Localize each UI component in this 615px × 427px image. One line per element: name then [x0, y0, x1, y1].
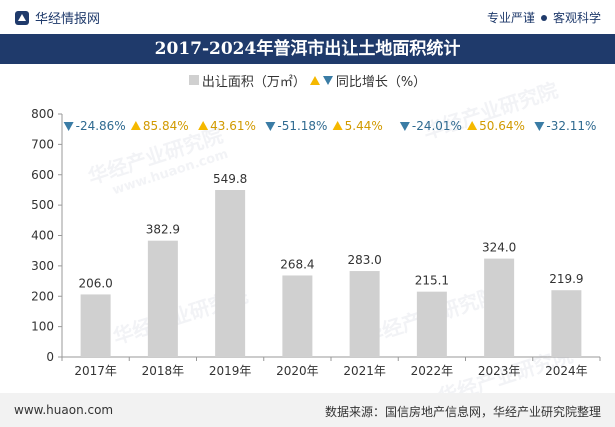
growth-label: 5.44% — [345, 119, 383, 133]
bar — [215, 189, 246, 357]
y-tick-label: 200 — [31, 289, 54, 303]
y-tick-label: 400 — [31, 229, 54, 243]
bar-value-label: 215.1 — [415, 274, 449, 288]
triangle-up-icon — [309, 75, 320, 85]
growth-up-icon — [467, 121, 478, 130]
tagline-right: 客观科学 — [552, 11, 601, 25]
bar — [147, 240, 178, 357]
growth-label: -51.18% — [277, 119, 327, 133]
bar — [349, 271, 380, 357]
legend-growth-label: 同比增长（%） — [335, 74, 427, 90]
growth-down-icon — [265, 122, 276, 131]
growth-label: 50.64% — [479, 119, 525, 133]
y-tick-label: 800 — [31, 107, 54, 121]
brand[interactable]: 华经情报网 — [14, 8, 100, 27]
bar-value-label: 268.4 — [280, 257, 314, 271]
growth-up-icon — [332, 121, 343, 130]
y-tick-label: 100 — [31, 320, 54, 334]
bar — [484, 258, 515, 357]
growth-label: 85.84% — [143, 119, 189, 133]
y-tick-label: 700 — [31, 137, 54, 151]
triangle-down-icon — [322, 75, 333, 85]
growth-label: -24.01% — [412, 119, 462, 133]
tagline-left: 专业严谨 — [486, 11, 535, 25]
brand-logo-icon — [15, 10, 29, 25]
bar-value-label: 206.0 — [78, 276, 112, 290]
legend-square-icon — [188, 75, 199, 85]
growth-up-icon — [198, 121, 209, 130]
bar-value-label: 324.0 — [482, 241, 516, 255]
x-tick-label: 2024年 — [545, 364, 588, 378]
bar-value-label: 283.0 — [347, 253, 381, 267]
title-bar: 2017-2024年普洱市出让土地面积统计 — [0, 34, 615, 64]
footer-website[interactable]: www.huaon.com — [14, 403, 114, 417]
growth-down-icon — [534, 122, 545, 131]
growth-label: 43.61% — [210, 119, 256, 133]
bar — [282, 275, 313, 357]
growth-down-icon — [63, 122, 74, 131]
x-tick-label: 2020年 — [276, 364, 319, 378]
bar-value-label: 549.8 — [213, 172, 247, 186]
bar-value-label: 219.9 — [549, 272, 583, 286]
x-tick-label: 2019年 — [209, 364, 252, 378]
legend-item-growth[interactable]: 同比增长（%） — [309, 71, 427, 90]
footer-source: 数据来源：国信房地产信息网，华经产业研究院整理 — [324, 405, 601, 419]
growth-up-icon — [130, 121, 141, 130]
footer-bar: www.huaon.com 数据来源：国信房地产信息网，华经产业研究院整理 — [0, 393, 615, 427]
top-bar: 华经情报网 专业严谨 客观科学 — [0, 0, 615, 34]
legend-area-label: 出让面积（万㎡） — [201, 74, 306, 90]
bar — [551, 290, 582, 357]
dot-icon — [540, 14, 547, 21]
growth-down-icon — [399, 122, 410, 131]
legend-item-area[interactable]: 出让面积（万㎡） — [188, 71, 306, 90]
x-tick-label: 2022年 — [411, 364, 454, 378]
bar — [80, 294, 111, 357]
x-tick-label: 2023年 — [478, 364, 521, 378]
y-tick-label: 500 — [31, 198, 54, 212]
bar-value-label: 382.9 — [146, 223, 180, 237]
legend: 出让面积（万㎡） 同比增长（%） — [0, 70, 615, 90]
tagline: 专业严谨 客观科学 — [487, 9, 601, 26]
brand-name: 华经情报网 — [35, 12, 101, 27]
growth-label: -32.11% — [546, 119, 596, 133]
growth-label: -24.86% — [76, 119, 126, 133]
bar — [416, 291, 447, 357]
chart-title: 2017-2024年普洱市出让土地面积统计 — [154, 39, 461, 59]
x-tick-label: 2018年 — [142, 364, 185, 378]
y-tick-label: 0 — [46, 350, 54, 364]
x-tick-label: 2017年 — [74, 364, 117, 378]
x-tick-label: 2021年 — [343, 364, 386, 378]
y-tick-label: 300 — [31, 259, 54, 273]
y-tick-label: 600 — [31, 168, 54, 182]
